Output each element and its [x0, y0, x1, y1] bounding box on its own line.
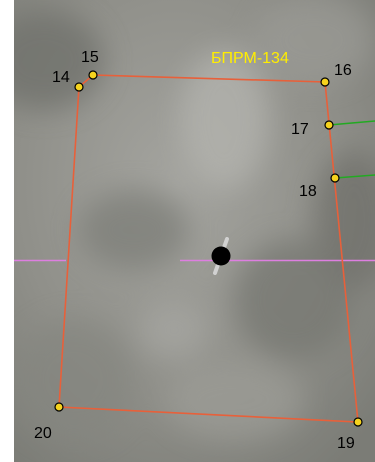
point-label-16: 16 — [334, 62, 352, 79]
center-marker-icon[interactable] — [211, 237, 231, 275]
vertex-20[interactable] — [54, 402, 64, 412]
vertex-18[interactable] — [330, 173, 340, 183]
point-label-19: 19 — [337, 435, 355, 452]
vertex-16[interactable] — [320, 77, 330, 87]
map-canvas[interactable]: БПРМ-134 14 15 16 17 18 19 20 — [14, 0, 375, 462]
point-label-14: 14 — [52, 69, 70, 86]
point-label-15: 15 — [81, 49, 99, 66]
point-label-18: 18 — [299, 183, 317, 200]
neighbor-line-18 — [334, 174, 375, 179]
parcel-vertices — [54, 70, 363, 427]
parcel-label: БПРМ-134 — [211, 50, 289, 67]
terrain-background — [14, 0, 375, 462]
vertex-15[interactable] — [88, 70, 98, 80]
vertex-14[interactable] — [74, 82, 84, 92]
vertex-17[interactable] — [324, 120, 334, 130]
map-view[interactable]: БПРМ-134 14 15 16 17 18 19 20 — [14, 0, 375, 462]
point-label-17: 17 — [291, 121, 309, 138]
neighbor-line-17 — [328, 120, 375, 126]
neighbor-lines — [328, 120, 375, 179]
vertex-19[interactable] — [353, 417, 363, 427]
point-label-20: 20 — [34, 425, 52, 442]
